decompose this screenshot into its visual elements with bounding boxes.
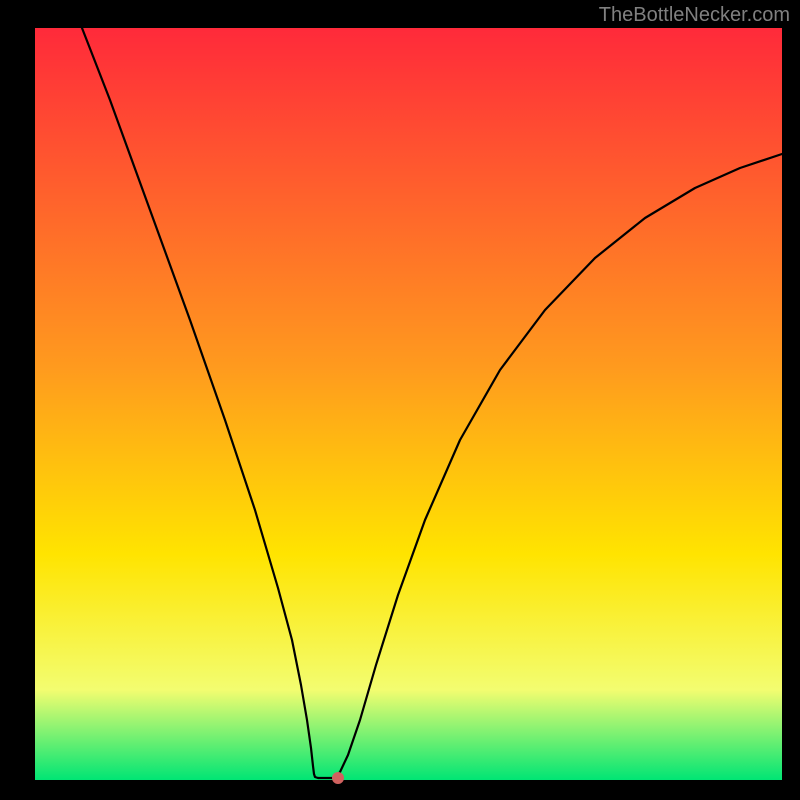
plot-background bbox=[35, 28, 782, 780]
watermark-text: TheBottleNecker.com bbox=[599, 4, 790, 27]
chart-container: TheBottleNecker.com bbox=[0, 0, 800, 800]
